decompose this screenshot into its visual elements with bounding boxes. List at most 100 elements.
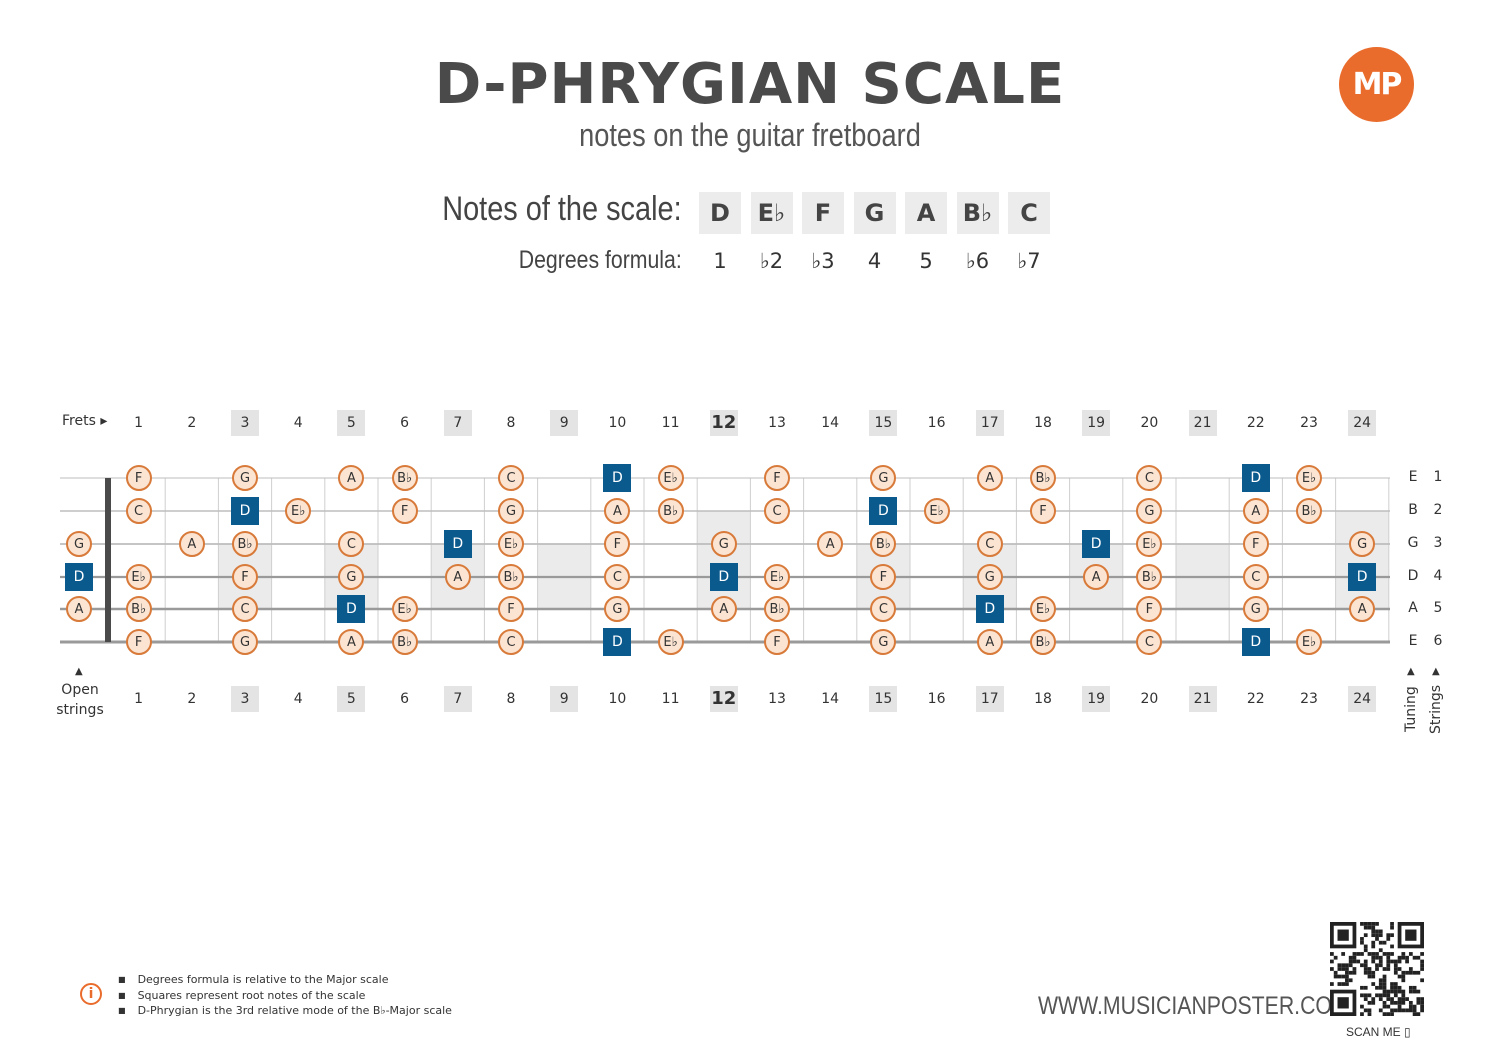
scale-note-circle: G <box>338 564 365 590</box>
scale-note-box: D <box>699 192 741 234</box>
fret-number: 23 <box>1300 415 1318 431</box>
scale-note-circle: E♭ <box>657 629 684 655</box>
string-number: 2 <box>1433 502 1443 518</box>
scale-note-box: C <box>1008 192 1050 234</box>
root-note-square: D <box>1241 464 1270 492</box>
fret-number: 13 <box>768 691 786 707</box>
root-note-square: D <box>709 563 738 591</box>
scale-note-circle: A <box>338 465 365 491</box>
fret-number: 11 <box>661 691 680 707</box>
triangle-up-icon: ▲ <box>75 666 83 677</box>
fret-number: 10 <box>608 691 627 707</box>
scale-note-circle: G <box>976 564 1003 590</box>
scale-note-circle: G <box>710 531 737 557</box>
scale-note-circle: F <box>604 531 631 557</box>
fret-number: 5 <box>337 686 366 712</box>
info-icon: i <box>80 983 102 1005</box>
root-note-square: D <box>443 530 472 558</box>
scale-note-circle: F <box>1030 498 1056 524</box>
scale-note-circle: E♭ <box>391 596 418 622</box>
root-note-square: D <box>975 595 1004 623</box>
root-note-square: D <box>1082 530 1111 558</box>
scale-note-circle: C <box>125 498 152 524</box>
scale-note-circle: A <box>444 564 471 590</box>
tuning-note: E <box>1408 469 1418 485</box>
fret-number: 9 <box>550 410 579 436</box>
scale-note-circle: B♭ <box>764 596 790 622</box>
brand-logo[interactable]: MP <box>1339 47 1414 122</box>
triangle-up-icon: ▲ <box>1432 666 1440 677</box>
scale-note-circle: C <box>1136 465 1163 491</box>
root-note-square: D <box>1348 563 1377 591</box>
scale-note-circle: B♭ <box>232 531 258 557</box>
fret-number: 15 <box>869 410 898 436</box>
fret-number: 15 <box>869 686 898 712</box>
scale-note-circle: B♭ <box>1136 564 1163 590</box>
scale-note-box: E♭ <box>750 192 793 234</box>
degree-value: 5 <box>919 249 933 273</box>
open-strings-label: Open strings <box>56 682 104 718</box>
fret-number: 21 <box>1188 686 1217 712</box>
scale-note-circle: C <box>1136 629 1163 655</box>
scale-note-circle: A <box>1083 564 1110 590</box>
fret-number: 12 <box>709 686 738 712</box>
footnote: Squares represent root notes of the scal… <box>118 988 452 1004</box>
scale-note-circle: G <box>870 629 897 655</box>
scale-note-circle: G <box>66 531 92 557</box>
fret-number: 16 <box>927 691 946 707</box>
scale-note-circle: A <box>604 498 631 524</box>
scale-note-circle: A <box>66 596 92 622</box>
scale-note-circle: E♭ <box>1136 531 1163 557</box>
scale-note-circle: E♭ <box>764 564 790 590</box>
page-title: D-PHRYGIAN SCALE <box>434 52 1066 117</box>
scale-note-circle: G <box>498 498 524 524</box>
scale-note-circle: C <box>764 498 790 524</box>
scale-note-circle: C <box>976 531 1003 557</box>
tuning-note: D <box>1407 568 1419 584</box>
fret-number: 12 <box>709 410 738 436</box>
nut <box>105 478 111 642</box>
string-number: 4 <box>1433 568 1443 584</box>
fret-number: 8 <box>506 691 516 707</box>
fret-number: 11 <box>661 415 680 431</box>
fret-number: 10 <box>608 415 627 431</box>
scale-note-box: G <box>853 192 896 234</box>
scale-note-circle: F <box>1242 531 1269 557</box>
fret-number: 14 <box>821 691 840 707</box>
fret-number: 5 <box>337 410 366 436</box>
scale-note-circle: F <box>1136 596 1163 622</box>
fret-number: 3 <box>231 686 259 712</box>
scale-note-circle: C <box>232 596 258 622</box>
scale-note-circle: A <box>817 531 844 557</box>
scale-note-circle: G <box>870 465 897 491</box>
fret-number: 4 <box>293 691 303 707</box>
qr-code[interactable] <box>1330 922 1424 1016</box>
fret-number: 17 <box>975 410 1004 436</box>
scale-note-circle: F <box>125 465 152 491</box>
fret-number: 22 <box>1246 691 1265 707</box>
scale-note-circle: C <box>1242 564 1269 590</box>
degree-value: ♭3 <box>811 249 835 273</box>
scale-notes-label: Notes of the scale: <box>442 190 682 228</box>
fret-number: 13 <box>768 415 786 431</box>
fret-number: 17 <box>975 686 1004 712</box>
root-note-square: D <box>603 628 632 656</box>
scale-note-circle: F <box>870 564 897 590</box>
fret-number: 21 <box>1188 410 1217 436</box>
scale-note-circle: C <box>498 465 524 491</box>
scale-note-circle: G <box>232 629 258 655</box>
scale-note-circle: E♭ <box>498 531 524 557</box>
scale-note-circle: F <box>125 629 152 655</box>
root-note-square: D <box>337 595 366 623</box>
website-link[interactable]: WWW.MUSICIANPOSTER.COM <box>1038 992 1350 1020</box>
fret-number: 20 <box>1140 415 1159 431</box>
fret-inlay <box>697 511 751 609</box>
fret-number: 3 <box>231 410 259 436</box>
scale-note-circle: B♭ <box>1030 629 1056 655</box>
fret-number: 8 <box>506 415 516 431</box>
scale-note-circle: G <box>1349 531 1376 557</box>
fret-number: 23 <box>1300 691 1318 707</box>
scale-note-circle: E♭ <box>923 498 950 524</box>
root-note-square: D <box>65 563 93 591</box>
